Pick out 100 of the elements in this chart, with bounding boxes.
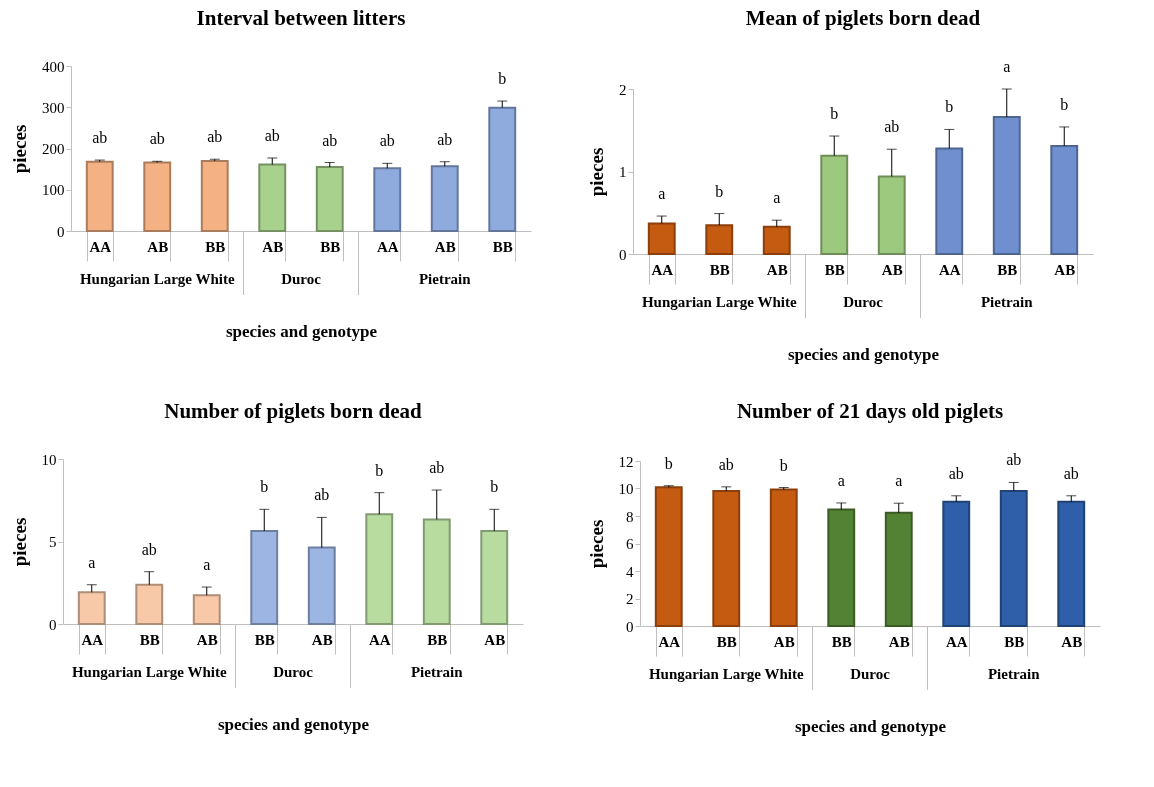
x-axis-title: species and genotype <box>225 322 378 341</box>
bar <box>647 222 676 255</box>
x-tick-label: AA <box>368 631 391 648</box>
y-tick-label: 0 <box>57 223 65 240</box>
text: Pietrain <box>987 666 1041 682</box>
annotation: a <box>658 185 666 203</box>
x-tick-label: AB <box>196 631 218 648</box>
annotation: ab <box>264 126 280 144</box>
x-tick-label: BB <box>320 238 341 255</box>
bar <box>200 159 229 232</box>
x-tick-label: BB <box>1004 633 1025 650</box>
y-tick-label: 10 <box>41 451 57 468</box>
bar <box>488 106 517 232</box>
x-tick-label: AB <box>311 631 333 648</box>
annotation: ab <box>92 129 108 147</box>
text: Duroc <box>273 664 314 680</box>
bar <box>999 489 1028 627</box>
y-tick-label: 300 <box>42 99 65 116</box>
y-tick-label: 4 <box>626 563 634 580</box>
y-tick-label: 0 <box>49 616 57 633</box>
annotation: b <box>260 478 269 496</box>
y-tick-label: 1 <box>619 164 627 180</box>
text: Hungarian Large White <box>71 664 227 680</box>
x-tick-label: BB <box>997 261 1018 278</box>
annotation: ab <box>207 128 223 146</box>
bar <box>762 225 791 255</box>
bar <box>315 166 344 232</box>
annotation: b <box>715 182 724 200</box>
y-tick-label: 2 <box>626 591 634 607</box>
bar <box>422 518 451 625</box>
annotation: b <box>375 461 384 479</box>
annotation: ab <box>437 130 453 148</box>
x-tick-label: BB <box>254 631 275 648</box>
annotation: a <box>895 472 903 490</box>
x-tick-label: AB <box>484 631 506 648</box>
annotation: b <box>830 105 839 123</box>
x-tick-label: BB <box>139 631 160 648</box>
annotation: b <box>490 478 499 496</box>
bar <box>85 160 114 232</box>
x-tick-label: AA <box>376 238 399 255</box>
y-tick-label: 100 <box>42 182 65 199</box>
annotation: ab <box>322 131 338 149</box>
y-tick-label: 8 <box>626 508 634 525</box>
text: Pietrain <box>418 271 472 287</box>
bar <box>135 583 164 625</box>
y-tick-label: 6 <box>626 536 634 552</box>
y-tick-label: 5 <box>49 534 57 550</box>
x-tick-label: BB <box>427 631 448 648</box>
x-tick-label: AB <box>147 238 169 255</box>
bar <box>373 167 402 232</box>
annotation: b <box>498 70 507 88</box>
annotation: b <box>779 456 788 474</box>
text: Duroc <box>843 294 884 310</box>
bar <box>1057 500 1086 627</box>
annotation: b <box>945 98 954 116</box>
annotation: ab <box>141 540 157 558</box>
bar <box>143 161 172 232</box>
x-tick-label: AB <box>773 633 795 650</box>
text: Hungarian Large White <box>641 294 797 310</box>
bar <box>654 486 683 627</box>
bar <box>430 165 459 232</box>
bar <box>307 546 336 625</box>
x-axis-title: species and genotype <box>787 345 940 364</box>
annotation: ab <box>429 459 445 477</box>
annotation: ab <box>379 132 395 150</box>
text: Hungarian Large White <box>648 666 804 682</box>
bar <box>935 147 964 255</box>
y-tick-label: 200 <box>42 141 65 157</box>
text: Pietrain <box>980 294 1034 310</box>
chart-title: Number of piglets born dead <box>164 399 423 423</box>
bar <box>250 529 279 625</box>
chart-title: Number of 21 days old piglets <box>736 399 1004 424</box>
x-tick-label: AA <box>658 633 681 650</box>
x-axis-title: species and genotype <box>217 715 370 734</box>
chart-title: Interval between litters <box>196 6 406 30</box>
x-tick-label: AA <box>938 261 961 278</box>
bar <box>77 591 106 625</box>
x-tick-label: AB <box>262 238 284 255</box>
annotation: b <box>1060 95 1069 113</box>
y-axis-title: pieces <box>586 147 607 197</box>
y-tick-label: 10 <box>618 481 634 497</box>
annotation: ab <box>718 455 734 473</box>
y-axis-title: pieces <box>585 519 607 569</box>
y-tick-label: 400 <box>42 58 65 75</box>
bar <box>827 508 856 627</box>
y-tick-label: 0 <box>619 246 627 263</box>
x-tick-label: AA <box>81 631 104 648</box>
bar <box>258 163 287 232</box>
annotation: ab <box>884 118 900 136</box>
annotation: a <box>88 553 96 571</box>
bar <box>884 511 913 627</box>
x-axis-title: species and genotype <box>794 717 947 736</box>
x-tick-label: BB <box>709 261 730 278</box>
text: Hungarian Large White <box>79 271 235 287</box>
x-tick-label: AA <box>651 261 674 278</box>
bar <box>942 500 971 627</box>
annotation: ab <box>1006 451 1022 469</box>
y-tick-label: 0 <box>626 618 634 635</box>
annotation: ab <box>948 464 964 482</box>
x-tick-label: AA <box>89 238 112 255</box>
